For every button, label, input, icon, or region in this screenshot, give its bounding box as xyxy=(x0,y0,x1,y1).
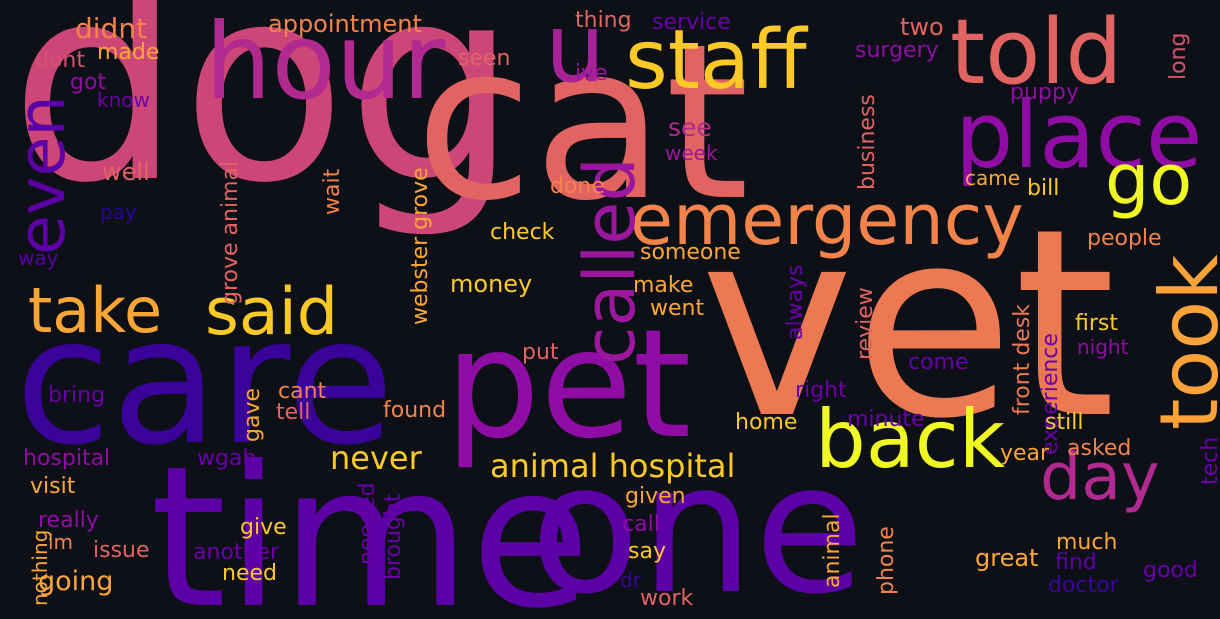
word-wgah: wgah xyxy=(197,446,257,471)
word-much: much xyxy=(1056,530,1118,555)
word-found: found xyxy=(383,398,447,423)
word-webster-grove: webster grove xyxy=(408,167,433,325)
word-went: went xyxy=(650,296,705,321)
word-service: service xyxy=(652,10,731,35)
word-way: way xyxy=(18,246,59,270)
word-people: people xyxy=(1087,226,1162,251)
word-work: work xyxy=(640,586,694,611)
word-u: u xyxy=(545,0,606,104)
word-give: give xyxy=(240,515,287,540)
word-even: even xyxy=(5,95,80,255)
word-made: made xyxy=(97,40,160,65)
word-seen: seen xyxy=(458,46,511,71)
word-done: done xyxy=(550,174,605,199)
word-week: week xyxy=(665,141,718,165)
word-wait: wait xyxy=(320,168,345,215)
word-gave: gave xyxy=(240,387,265,442)
word-someone: someone xyxy=(640,240,741,265)
word-bill: bill xyxy=(1027,176,1060,201)
word-cat: cat xyxy=(415,0,750,248)
word-back: back xyxy=(815,393,1006,486)
word-come: come xyxy=(908,350,969,375)
word-review: review xyxy=(853,287,878,360)
word-got: got xyxy=(70,70,107,95)
word-good: good xyxy=(1143,558,1198,583)
word-animal-hospital: animal hospital xyxy=(490,447,736,485)
word-see: see xyxy=(668,113,712,142)
word-told: told xyxy=(950,0,1123,105)
word-issue: issue xyxy=(93,538,150,563)
word-call: call xyxy=(622,512,660,537)
word-one: one xyxy=(530,425,865,619)
word-need: need xyxy=(222,561,277,586)
word-great: great xyxy=(975,544,1039,572)
word-time: time xyxy=(150,424,591,619)
word-bring: bring xyxy=(48,383,106,408)
word-go: go xyxy=(1105,139,1193,221)
word-place: place xyxy=(955,82,1203,189)
word-said: said xyxy=(205,275,339,350)
word-know: know xyxy=(97,88,150,112)
word-brought: brought xyxy=(381,493,406,580)
word-visit: visit xyxy=(30,474,76,499)
word-phone: phone xyxy=(874,526,899,595)
word-given: given xyxy=(625,484,686,509)
word-right: right xyxy=(795,378,847,403)
word-say: say xyxy=(628,539,666,564)
word-put: put xyxy=(522,340,559,365)
word-day: day xyxy=(1040,440,1160,515)
word-didnt: didnt xyxy=(75,12,148,45)
word-long: long xyxy=(1166,32,1191,80)
word-always: always xyxy=(783,264,808,340)
word-tell: tell xyxy=(276,400,311,425)
word-business: business xyxy=(855,94,880,190)
word-well: well xyxy=(102,158,150,186)
word-another: another xyxy=(193,540,280,565)
word-im: im xyxy=(48,530,74,554)
word-dont: dont xyxy=(35,48,85,73)
word-night: night xyxy=(1077,335,1129,359)
word-puppy: puppy xyxy=(1010,80,1079,105)
word-experience: experience xyxy=(1038,333,1063,455)
word-animal: animal xyxy=(820,513,845,588)
word-check: check xyxy=(490,220,555,245)
word-surgery: surgery xyxy=(855,38,939,63)
word-two: two xyxy=(900,13,944,41)
word-came: came xyxy=(965,166,1021,190)
word-staff: staff xyxy=(625,13,807,108)
word-appointment: appointment xyxy=(268,10,422,38)
word-hospital: hospital xyxy=(23,446,111,471)
word-dr: dr xyxy=(620,568,641,592)
word-doctor: doctor xyxy=(1048,573,1119,598)
word-make: make xyxy=(633,273,694,298)
word-emergency: emergency xyxy=(630,179,1024,261)
word-care: care xyxy=(15,281,395,484)
word-asked: asked xyxy=(1067,436,1132,461)
word-vet: vet xyxy=(700,174,1116,476)
word-first: first xyxy=(1075,311,1118,336)
word-money: money xyxy=(450,270,533,298)
word-ive: ive xyxy=(575,61,608,86)
word-thing: thing xyxy=(575,8,632,33)
word-never: never xyxy=(330,439,422,477)
word-find: find xyxy=(1055,550,1097,575)
word-take: take xyxy=(28,274,163,347)
word-really: really xyxy=(38,508,99,533)
word-tech: tech xyxy=(1198,436,1220,485)
word-dog: dog xyxy=(10,0,518,242)
word-year: year xyxy=(1000,441,1050,466)
word-grove-animal: grove animal xyxy=(218,160,243,305)
word-pay: pay xyxy=(100,200,137,224)
word-still: still xyxy=(1045,410,1084,435)
word-front-desk: front desk xyxy=(1010,303,1035,415)
word-minute: minute xyxy=(847,407,925,432)
word-hour: hour xyxy=(205,1,446,123)
word-home: home xyxy=(735,410,798,435)
word-pet: pet xyxy=(445,298,692,472)
word-cant: cant xyxy=(278,379,327,404)
word-took: took xyxy=(1143,254,1220,430)
word-needed: needed xyxy=(355,482,380,565)
word-going: going xyxy=(38,566,114,597)
